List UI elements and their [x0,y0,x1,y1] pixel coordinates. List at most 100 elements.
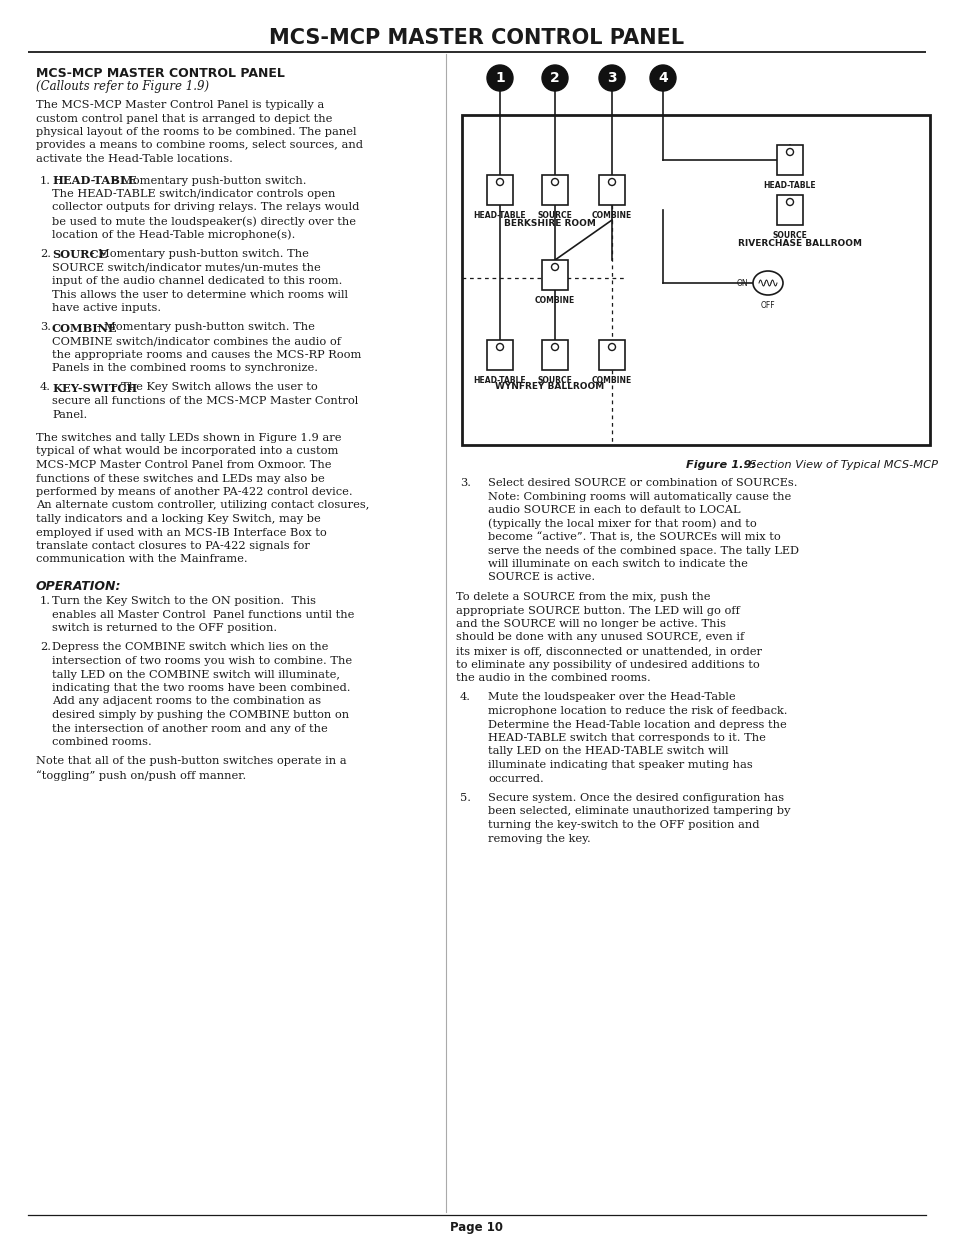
Text: turning the key-switch to the OFF position and: turning the key-switch to the OFF positi… [488,820,759,830]
Text: COMBINE: COMBINE [52,322,117,333]
Bar [598,175,624,205]
Text: MCS-MCP MASTER CONTROL PANEL: MCS-MCP MASTER CONTROL PANEL [36,67,285,80]
Text: 1.: 1. [40,175,51,185]
Text: RIVERCHASE BALLROOM: RIVERCHASE BALLROOM [738,240,862,248]
Text: serve the needs of the combined space. The tally LED: serve the needs of the combined space. T… [488,546,799,556]
Text: 1.: 1. [40,597,51,606]
Bar [776,144,802,175]
Ellipse shape [752,270,782,295]
Text: (Callouts refer to Figure 1.9): (Callouts refer to Figure 1.9) [36,80,209,93]
Text: Secure system. Once the desired configuration has: Secure system. Once the desired configur… [488,793,783,803]
Text: intersection of two rooms you wish to combine. The: intersection of two rooms you wish to co… [52,656,352,666]
Text: SOURCE: SOURCE [537,375,572,385]
Text: Turn the Key Switch to the ON position.  This: Turn the Key Switch to the ON position. … [52,597,315,606]
Text: the intersection of another room and any of the: the intersection of another room and any… [52,724,328,734]
Text: 1: 1 [495,70,504,85]
Text: Mute the loudspeaker over the Head-Table: Mute the loudspeaker over the Head-Table [488,693,735,703]
Text: translate contact closures to PA-422 signals for: translate contact closures to PA-422 sig… [36,541,310,551]
Text: COMBINE: COMBINE [591,375,632,385]
Bar [486,175,513,205]
Circle shape [496,179,503,185]
Text: 2.: 2. [40,249,51,259]
Text: location of the Head-Table microphone(s).: location of the Head-Table microphone(s)… [52,230,295,240]
Text: and the SOURCE will no longer be active. This: and the SOURCE will no longer be active.… [456,619,725,629]
Text: 4.: 4. [40,383,51,393]
Circle shape [541,65,567,91]
Text: 3: 3 [606,70,617,85]
Text: - Momentary push-button switch.: - Momentary push-button switch. [110,175,306,185]
Text: illuminate indicating that speaker muting has: illuminate indicating that speaker mutin… [488,760,752,769]
Circle shape [608,343,615,351]
Text: OFF: OFF [760,301,775,310]
Text: tally indicators and a locking Key Switch, may be: tally indicators and a locking Key Switc… [36,514,320,524]
Text: enables all Master Control  Panel functions until the: enables all Master Control Panel functio… [52,610,354,620]
Bar [776,195,802,225]
Text: The switches and tally LEDs shown in Figure 1.9 are: The switches and tally LEDs shown in Fig… [36,433,341,443]
Text: COMBINE switch/indicator combines the audio of: COMBINE switch/indicator combines the au… [52,336,340,346]
Text: will illuminate on each switch to indicate the: will illuminate on each switch to indica… [488,559,747,569]
Text: - The Key Switch allows the user to: - The Key Switch allows the user to [110,383,317,393]
Text: employed if used with an MCS-IB Interface Box to: employed if used with an MCS-IB Interfac… [36,527,327,537]
Text: 4.: 4. [459,693,471,703]
Text: SOURCE is active.: SOURCE is active. [488,573,595,583]
Text: input of the audio channel dedicated to this room.: input of the audio channel dedicated to … [52,275,342,287]
Text: 3.: 3. [40,322,51,332]
Circle shape [551,263,558,270]
Text: Note that all of the push-button switches operate in a: Note that all of the push-button switche… [36,757,346,767]
Text: SOURCE: SOURCE [52,249,107,261]
Circle shape [649,65,676,91]
Circle shape [608,179,615,185]
Text: functions of these switches and LEDs may also be: functions of these switches and LEDs may… [36,473,324,483]
Text: secure all functions of the MCS-MCP Master Control: secure all functions of the MCS-MCP Mast… [52,396,358,406]
Text: To delete a SOURCE from the mix, push the: To delete a SOURCE from the mix, push th… [456,592,710,601]
Text: This allows the user to determine which rooms will: This allows the user to determine which … [52,289,348,300]
Text: Panel.: Panel. [52,410,87,420]
Text: BERKSHIRE ROOM: BERKSHIRE ROOM [503,219,596,228]
Circle shape [785,148,793,156]
Text: the audio in the combined rooms.: the audio in the combined rooms. [456,673,650,683]
Text: MCS-MCP Master Control Panel from Oxmoor. The: MCS-MCP Master Control Panel from Oxmoor… [36,459,331,471]
Text: OPERATION:: OPERATION: [36,580,121,593]
Text: 2: 2 [550,70,559,85]
Text: the appropriate rooms and causes the MCS-RP Room: the appropriate rooms and causes the MCS… [52,350,361,359]
Text: COMBINE: COMBINE [535,296,575,305]
Text: been selected, eliminate unauthorized tampering by: been selected, eliminate unauthorized ta… [488,806,790,816]
Text: become “active”. That is, the SOURCEs will mix to: become “active”. That is, the SOURCEs wi… [488,532,780,542]
Text: SOURCE switch/indicator mutes/un-mutes the: SOURCE switch/indicator mutes/un-mutes t… [52,263,320,273]
Text: microphone location to reduce the risk of feedback.: microphone location to reduce the risk o… [488,706,786,716]
Text: combined rooms.: combined rooms. [52,737,152,747]
Text: 4: 4 [658,70,667,85]
Text: desired simply by pushing the COMBINE button on: desired simply by pushing the COMBINE bu… [52,710,349,720]
Text: HEAD-TABLE: HEAD-TABLE [763,182,816,190]
Bar [461,115,929,445]
Text: An alternate custom controller, utilizing contact closures,: An alternate custom controller, utilizin… [36,500,369,510]
Text: KEY-SWITCH: KEY-SWITCH [52,383,137,394]
Text: performed by means of another PA-422 control device.: performed by means of another PA-422 con… [36,487,353,496]
Text: activate the Head-Table locations.: activate the Head-Table locations. [36,154,233,164]
Bar [541,261,567,290]
Text: HEAD-TABLE: HEAD-TABLE [474,211,526,220]
Text: SOURCE: SOURCE [537,211,572,220]
Bar [486,340,513,370]
Circle shape [598,65,624,91]
Text: MCS-MCP MASTER CONTROL PANEL: MCS-MCP MASTER CONTROL PANEL [269,28,684,48]
Text: WYNFREY BALLROOM: WYNFREY BALLROOM [495,382,604,391]
Text: Panels in the combined rooms to synchronize.: Panels in the combined rooms to synchron… [52,363,317,373]
Text: ON: ON [736,279,747,288]
Text: HEAD-TABLE switch that corresponds to it. The: HEAD-TABLE switch that corresponds to it… [488,734,765,743]
Text: Note: Combining rooms will automatically cause the: Note: Combining rooms will automatically… [488,492,790,501]
Text: Figure 1.9:: Figure 1.9: [685,459,755,471]
Text: “toggling” push on/push off manner.: “toggling” push on/push off manner. [36,769,246,781]
Text: its mixer is off, disconnected or unattended, in order: its mixer is off, disconnected or unatte… [456,646,761,656]
Bar [541,175,567,205]
Text: occurred.: occurred. [488,773,543,783]
Circle shape [486,65,513,91]
Bar [541,340,567,370]
Circle shape [551,343,558,351]
Text: (typically the local mixer for that room) and to: (typically the local mixer for that room… [488,519,756,529]
Text: appropriate SOURCE button. The LED will go off: appropriate SOURCE button. The LED will … [456,605,740,615]
Text: The MCS-MCP Master Control Panel is typically a: The MCS-MCP Master Control Panel is typi… [36,100,324,110]
Text: Page 10: Page 10 [450,1221,503,1235]
Text: Section View of Typical MCS-MCP: Section View of Typical MCS-MCP [741,459,937,471]
Text: SOURCE: SOURCE [772,231,806,240]
